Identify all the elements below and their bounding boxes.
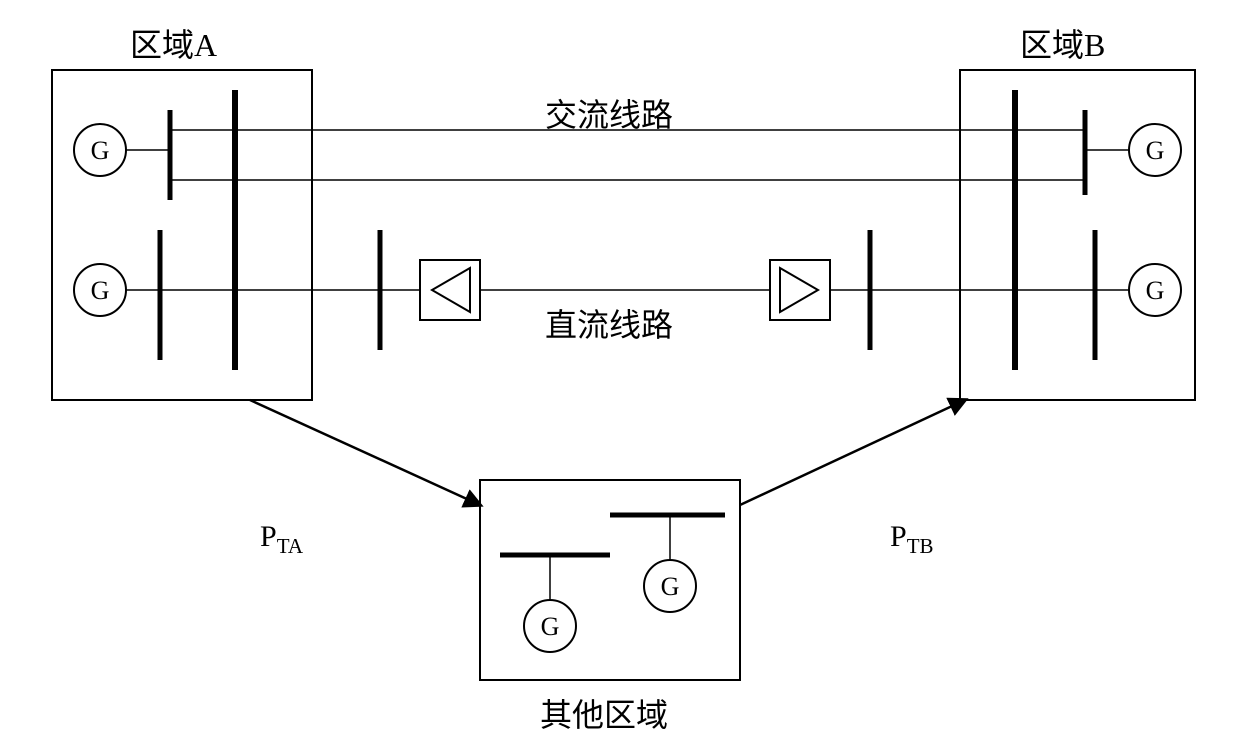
- converter-right-triangle: [780, 268, 818, 312]
- arrow-a-to-other: [250, 400, 480, 505]
- other-region-label: 其他区域: [540, 690, 668, 736]
- generator-label: G: [1146, 136, 1165, 165]
- region-b-label: 区域B: [1020, 20, 1105, 66]
- other-region-box: [480, 480, 740, 680]
- generator-label: G: [91, 276, 110, 305]
- region-a-label: 区域A: [130, 20, 217, 66]
- ptb-label: PTB: [890, 520, 934, 559]
- arrow-other-to-b: [740, 400, 965, 505]
- generator-label: G: [541, 612, 560, 641]
- generator-label: G: [661, 572, 680, 601]
- pta-label: PTA: [260, 520, 303, 559]
- ac-line-label: 交流线路: [545, 90, 673, 136]
- region-b-box: [960, 70, 1195, 400]
- region-a-box: [52, 70, 312, 400]
- generator-label: G: [91, 136, 110, 165]
- generator-label: G: [1146, 276, 1165, 305]
- dc-line-label: 直流线路: [545, 300, 673, 346]
- converter-left-triangle: [432, 268, 470, 312]
